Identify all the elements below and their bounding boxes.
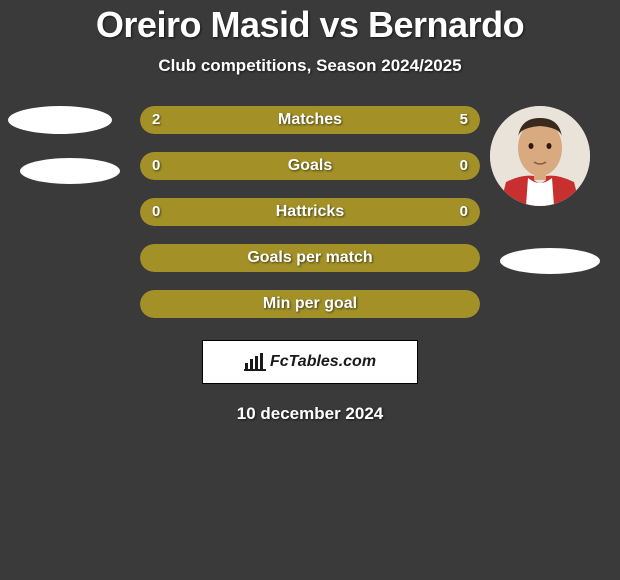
bars-icon	[244, 353, 266, 371]
player-left-oval-1	[8, 106, 112, 134]
player-right-photo	[490, 106, 590, 206]
stat-bars: 25Matches 00Goals 00Hattricks Goals per mat…	[140, 106, 480, 318]
stat-label: Goals per match	[140, 244, 480, 272]
brand-box[interactable]: FcTables.com	[202, 340, 418, 384]
stat-row: 00Goals	[140, 152, 480, 180]
stat-label: Min per goal	[140, 290, 480, 318]
brand-text: FcTables.com	[270, 353, 376, 371]
player-left-oval-2	[20, 158, 120, 184]
page-subtitle: Club competitions, Season 2024/2025	[0, 56, 620, 76]
stat-label: Hattricks	[140, 198, 480, 226]
comparison-card: Oreiro Masid vs Bernardo Club competitio…	[0, 0, 620, 580]
player-right-oval	[500, 248, 600, 274]
stat-label: Matches	[140, 106, 480, 134]
stat-row: 25Matches	[140, 106, 480, 134]
date-line: 10 december 2024	[0, 404, 620, 424]
stat-row: Goals per match	[140, 244, 480, 272]
stats-area: 25Matches 00Goals 00Hattricks Goals per mat…	[0, 106, 620, 318]
stat-label: Goals	[140, 152, 480, 180]
stat-row: 00Hattricks	[140, 198, 480, 226]
brand-suffix: Tables.com	[289, 353, 376, 370]
stat-row: Min per goal	[140, 290, 480, 318]
page-title: Oreiro Masid vs Bernardo	[0, 4, 620, 46]
brand-prefix: Fc	[270, 353, 289, 370]
avatar-icon	[490, 106, 590, 206]
